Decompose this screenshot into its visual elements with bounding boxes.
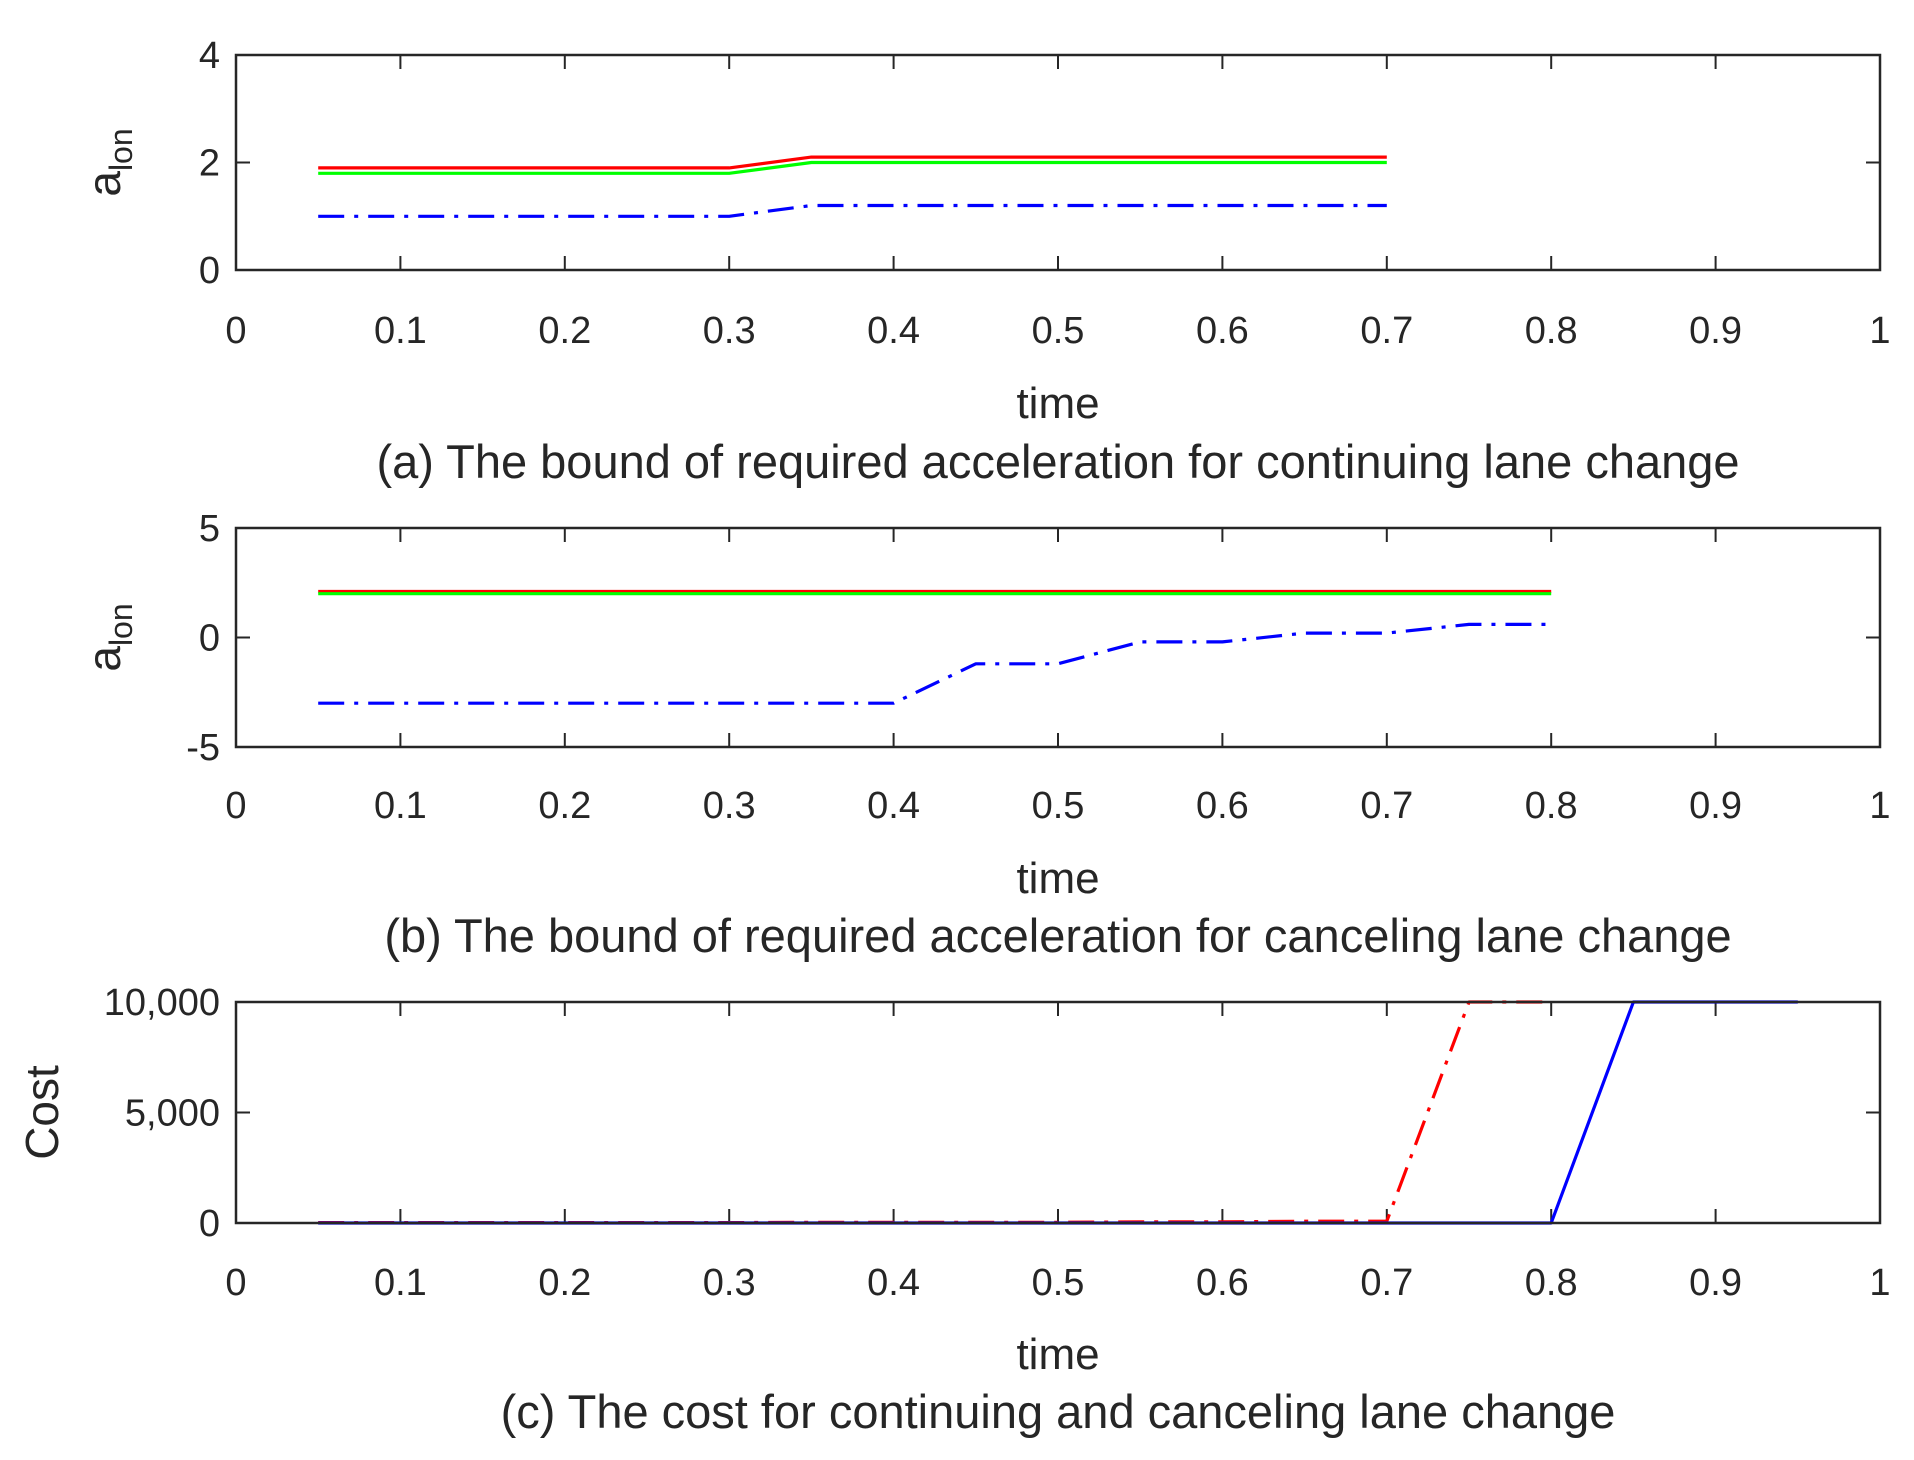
subplot-caption: (b) The bound of required acceleration f… <box>384 909 1731 962</box>
x-tick-label: 0.5 <box>1032 1262 1085 1304</box>
x-tick-label: 0.1 <box>374 310 427 352</box>
x-tick-label: 0.7 <box>1360 785 1413 827</box>
x-tick-label: 0.2 <box>538 785 591 827</box>
x-tick-label: 0.4 <box>867 785 920 827</box>
y-axis-label: Cost <box>16 1065 68 1160</box>
x-tick-label: 0.1 <box>374 1262 427 1304</box>
x-tick-label: 0.9 <box>1689 310 1742 352</box>
y-axis-label: alon <box>78 128 139 196</box>
axes-frame <box>234 526 1882 749</box>
x-tick-label: 0.6 <box>1196 1262 1249 1304</box>
y-tick-label: 0 <box>199 618 220 660</box>
y-tick-label: -5 <box>186 727 220 769</box>
x-tick-label: 0.8 <box>1525 785 1578 827</box>
plot-area <box>236 528 1880 747</box>
y-axis-label-subscript: lon <box>103 128 139 171</box>
subplot-c: 0 0.1 0.2 0.3 0.4 0.5 0.6 0.7 0.8 0.9 1 0 5,000 10,00… <box>16 982 1891 1438</box>
x-axis-label: time <box>1016 379 1099 428</box>
y-tick-label: 0 <box>199 1203 220 1245</box>
y-tick-label: 10,000 <box>104 982 220 1024</box>
x-tick-label: 0.1 <box>374 785 427 827</box>
plot-area <box>236 1002 1880 1223</box>
x-tick-label: 1 <box>1869 310 1890 352</box>
x-tick-label: 0.6 <box>1196 310 1249 352</box>
x-tick-label: 0 <box>225 1262 246 1304</box>
x-tick-label: 0.8 <box>1525 1262 1578 1304</box>
y-tick-label: 4 <box>199 35 220 77</box>
x-tick-label: 0.8 <box>1525 310 1578 352</box>
x-tick-label: 0.3 <box>703 310 756 352</box>
y-axis-label-main: Cost <box>16 1065 68 1160</box>
x-axis-label: time <box>1016 1330 1099 1379</box>
subplot-b: 0 0.1 0.2 0.3 0.4 0.5 0.6 0.7 0.8 0.9 1-505timealo… <box>78 508 1891 962</box>
y-axis-label-main: a <box>78 171 130 197</box>
x-tick-label: 0.3 <box>703 1262 756 1304</box>
x-tick-label: 0.3 <box>703 785 756 827</box>
axes-frame <box>234 1000 1882 1225</box>
y-axis-label: alon <box>78 603 139 671</box>
y-tick-label: 0 <box>199 250 220 292</box>
x-tick-label: 0.2 <box>538 1262 591 1304</box>
x-tick-label: 0.5 <box>1032 310 1085 352</box>
x-tick-label: 0.4 <box>867 310 920 352</box>
x-tick-label: 0.9 <box>1689 785 1742 827</box>
x-tick-label: 0.9 <box>1689 1262 1742 1304</box>
axes-frame <box>234 53 1882 272</box>
subplot-a: 0 0.1 0.2 0.3 0.4 0.5 0.6 0.7 0.8 0.9 1 0 2 4 time alon… <box>78 35 1891 488</box>
x-tick-label: 0.7 <box>1360 1262 1413 1304</box>
x-tick-label: 0 <box>225 785 246 827</box>
x-tick-label: 0.7 <box>1360 310 1413 352</box>
subplot-caption: (a) The bound of required acceleration f… <box>376 435 1739 488</box>
x-tick-label: 1 <box>1869 785 1890 827</box>
x-tick-label: 1 <box>1869 1262 1890 1304</box>
series-line-upper-bound <box>318 155 1387 170</box>
y-axis-label-subscript: lon <box>103 603 139 646</box>
x-tick-label: 0 <box>225 310 246 352</box>
series-line-lower-bound <box>318 622 1552 705</box>
x-tick-label: 0.2 <box>538 310 591 352</box>
series-line-required-acceleration <box>318 160 1387 175</box>
x-tick-label: 0.5 <box>1032 785 1085 827</box>
x-tick-label: 0.4 <box>867 1262 920 1304</box>
y-tick-label: 5,000 <box>125 1093 220 1135</box>
y-tick-label: 5 <box>199 508 220 550</box>
x-axis-label: time <box>1016 854 1099 903</box>
y-axis-label-main: a <box>78 646 130 672</box>
subplot-caption: (c) The cost for continuing and cancelin… <box>501 1385 1616 1438</box>
y-tick-label: 2 <box>199 143 220 185</box>
x-tick-label: 0.6 <box>1196 785 1249 827</box>
